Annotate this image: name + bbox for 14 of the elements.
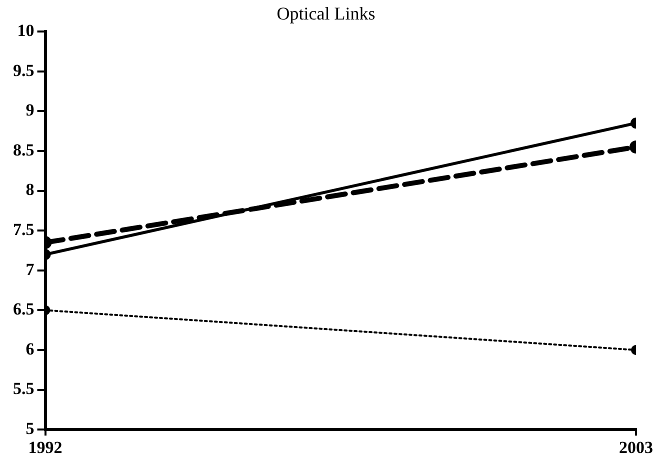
y-tick-label: 8 <box>26 180 34 200</box>
y-tick-label: 9 <box>26 100 34 120</box>
x-tick-label: 2003 <box>619 438 653 458</box>
y-tick-label: 10 <box>17 20 34 40</box>
y-tick-label: 6.5 <box>13 300 34 319</box>
y-tick-label: 7 <box>26 260 35 279</box>
y-tick-label: 6 <box>26 339 34 358</box>
y-tick-label: 5 <box>26 418 34 438</box>
y-tick-label: 7.5 <box>13 220 34 239</box>
x-tick-label: 1992 <box>28 438 62 458</box>
y-tick-label: 9.5 <box>13 60 34 80</box>
y-tick-label: 5.5 <box>13 379 34 398</box>
chart-title: Optical Links <box>276 4 376 24</box>
y-tick-label: 8.5 <box>13 140 34 160</box>
